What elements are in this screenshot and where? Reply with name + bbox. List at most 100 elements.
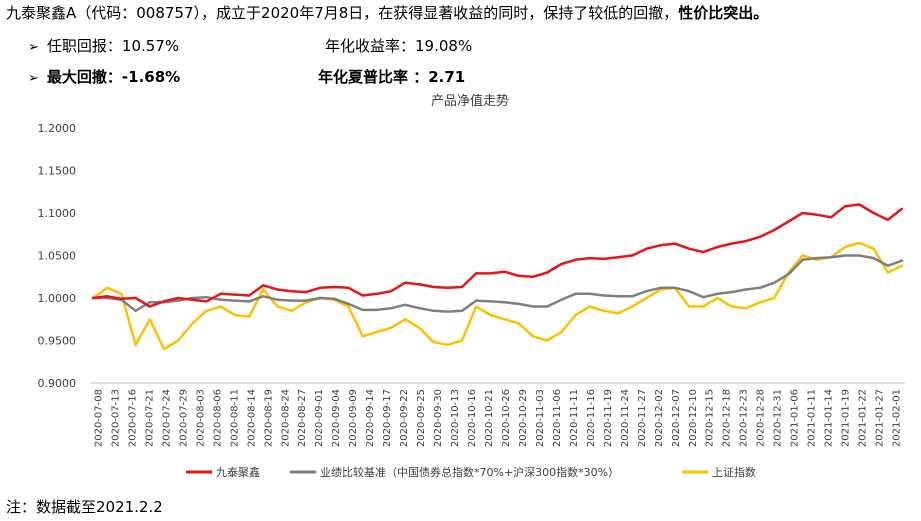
data-point — [290, 309, 293, 312]
data-point — [858, 203, 861, 206]
data-point — [304, 290, 308, 294]
x-tick-label: 2020-12-31 — [773, 389, 784, 447]
data-point — [233, 313, 237, 317]
data-point — [616, 295, 620, 298]
data-point — [758, 235, 762, 238]
data-point — [475, 305, 478, 308]
data-point — [872, 256, 875, 260]
data-point — [503, 270, 506, 273]
x-tick-label: 2021-01-22 — [858, 389, 869, 447]
x-tick-label: 2020-07-08 — [93, 389, 104, 447]
data-point — [730, 290, 733, 294]
data-point — [815, 213, 818, 216]
data-point — [404, 303, 407, 306]
data-point — [489, 313, 492, 317]
data-point — [262, 284, 265, 287]
x-tick-label: 2020-08-27 — [297, 389, 308, 447]
data-point — [276, 298, 279, 301]
x-tick-label: 2020-10-26 — [501, 389, 512, 447]
data-point — [177, 299, 180, 302]
series-line-2 — [92, 241, 903, 351]
legend-label: 九泰聚鑫 — [216, 465, 260, 479]
data-point — [418, 307, 421, 310]
series-lines — [91, 203, 904, 351]
x-tick-label: 2020-11-19 — [603, 389, 614, 447]
data-point — [886, 264, 889, 267]
data-point — [262, 288, 265, 291]
data-point — [602, 294, 606, 297]
data-point — [333, 297, 336, 300]
legend-label: 上证指数 — [712, 465, 756, 479]
data-point — [247, 315, 251, 318]
x-tick-label: 2020-07-16 — [127, 389, 138, 447]
data-point — [546, 305, 549, 308]
data-point — [645, 296, 648, 300]
data-point — [177, 339, 180, 342]
data-point — [900, 207, 904, 210]
data-point — [574, 313, 577, 317]
x-tick-label: 2020-11-11 — [569, 389, 580, 447]
data-point — [276, 305, 279, 308]
x-tick-label: 2021-01-27 — [875, 389, 886, 447]
data-point — [106, 286, 109, 289]
data-point — [616, 256, 620, 259]
y-tick-label: 1.1500 — [38, 165, 77, 178]
data-point — [106, 295, 109, 298]
x-tick-label: 2020-12-28 — [756, 389, 767, 447]
data-point — [120, 297, 123, 300]
data-point — [432, 309, 435, 312]
x-tick-label: 2020-08-24 — [280, 389, 291, 447]
x-tick-label: 2020-12-02 — [654, 389, 665, 447]
x-tick-label: 2020-09-09 — [348, 389, 359, 447]
data-point — [702, 296, 705, 299]
data-point — [233, 299, 237, 302]
data-point — [375, 292, 379, 295]
y-tick-label: 1.0000 — [38, 292, 77, 305]
data-point — [347, 286, 350, 289]
data-point — [702, 305, 705, 308]
data-point — [602, 257, 606, 261]
x-tick-label: 2020-09-04 — [331, 389, 342, 447]
data-point — [446, 286, 449, 289]
x-tick-label: 2020-09-25 — [416, 389, 427, 447]
data-point — [815, 256, 818, 260]
data-point — [389, 290, 393, 293]
data-point — [446, 310, 449, 313]
x-tick-label: 2020-12-18 — [722, 389, 733, 447]
data-point — [687, 247, 691, 250]
data-point — [503, 301, 506, 304]
data-point — [773, 296, 776, 300]
data-point — [120, 292, 123, 295]
data-point — [517, 322, 520, 325]
data-point — [148, 305, 151, 308]
data-point — [744, 307, 748, 310]
data-point — [404, 318, 407, 321]
data-point — [858, 241, 861, 244]
data-point — [432, 285, 435, 289]
data-point — [886, 271, 889, 274]
data-point — [333, 285, 336, 289]
data-point — [162, 347, 166, 351]
data-point — [858, 254, 861, 257]
data-point — [219, 292, 222, 295]
data-point — [645, 290, 648, 293]
data-point — [801, 254, 804, 257]
data-point — [645, 247, 648, 250]
data-point — [758, 301, 762, 304]
headline-highlight: 性价比突出。 — [678, 4, 769, 22]
x-tick-label: 2020-09-01 — [314, 389, 325, 447]
x-tick-label: 2020-09-14 — [365, 389, 376, 447]
data-point — [475, 299, 478, 302]
metric-max-drawdown-text: 最大回撤：-1.68% — [46, 68, 181, 86]
data-point — [418, 283, 421, 286]
data-point — [191, 322, 194, 325]
data-point — [446, 343, 449, 346]
x-tick-label: 2020-07-29 — [178, 389, 189, 447]
x-tick-label: 2020-12-07 — [671, 389, 682, 447]
x-tick-label: 2020-08-03 — [195, 389, 206, 447]
y-tick-label: 1.2000 — [38, 122, 77, 135]
data-point — [432, 341, 435, 344]
data-point — [758, 286, 762, 289]
data-point — [631, 295, 634, 298]
x-tick-label: 2020-09-22 — [399, 389, 410, 447]
